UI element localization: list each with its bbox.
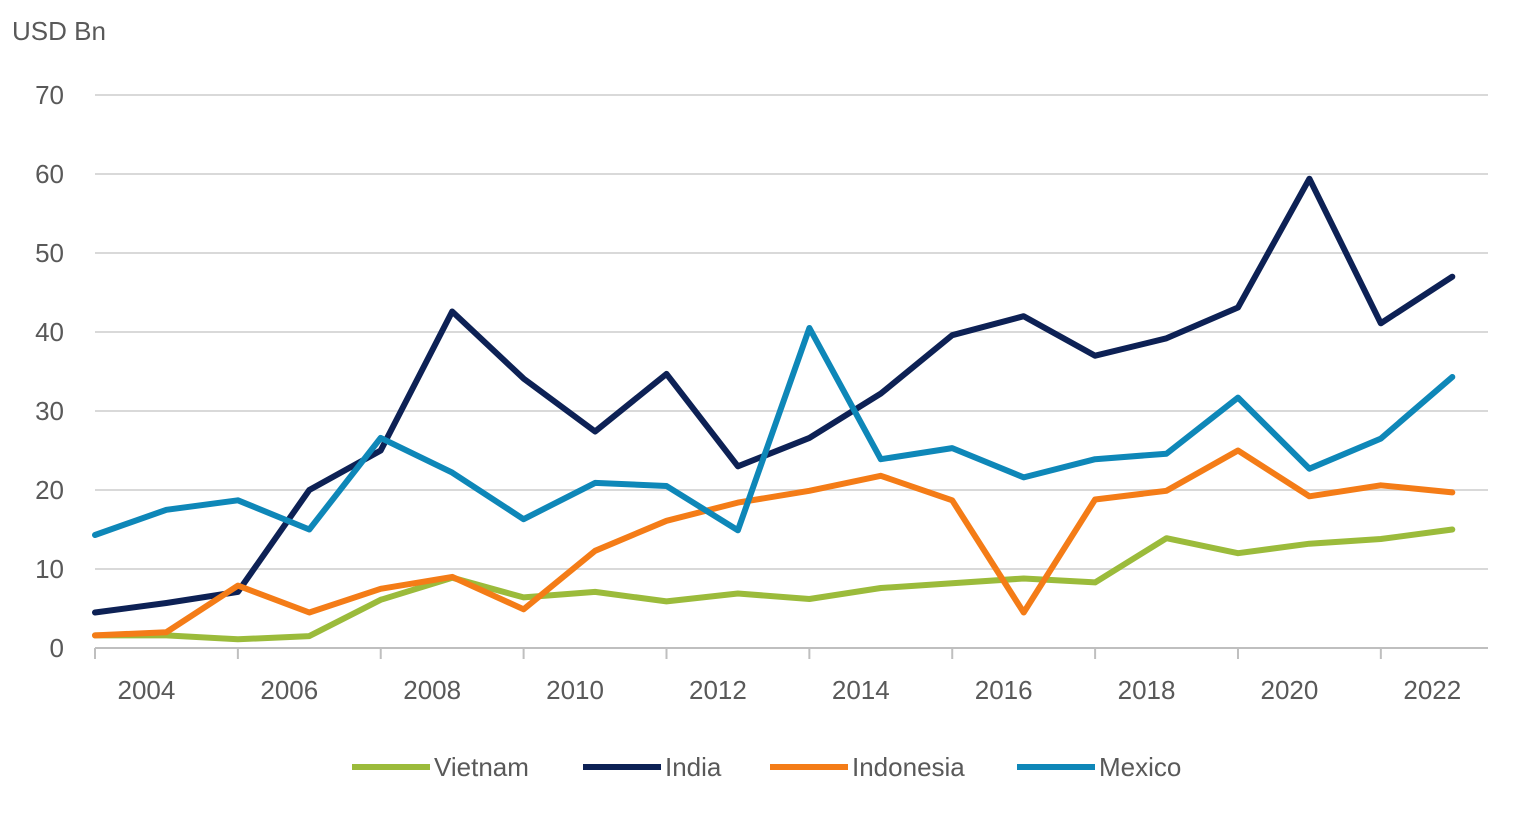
x-tick-label: 2016 — [975, 675, 1033, 705]
x-tick-label: 2010 — [546, 675, 604, 705]
series-line-indonesia — [92, 447, 1456, 639]
y-tick-label: 20 — [35, 475, 64, 505]
y-tick-label: 30 — [35, 396, 64, 426]
series-lines — [92, 175, 1456, 643]
series-line-vietnam — [92, 526, 1456, 643]
y-tick-label: 50 — [35, 238, 64, 268]
y-axis-unit-label: USD Bn — [12, 16, 106, 46]
x-tick-label: 2008 — [403, 675, 461, 705]
x-tick-label: 2020 — [1260, 675, 1318, 705]
y-tick-label: 0 — [50, 633, 64, 663]
x-tick-label: 2004 — [118, 675, 176, 705]
legend-label-vietnam: Vietnam — [434, 752, 529, 782]
y-axis-ticks: 0 10 20 30 40 50 60 70 — [35, 80, 64, 663]
legend-label-indonesia: Indonesia — [852, 752, 965, 782]
legend: Vietnam India Indonesia Mexico — [352, 752, 1181, 782]
x-tick-label: 2022 — [1403, 675, 1461, 705]
legend-label-mexico: Mexico — [1099, 752, 1181, 782]
x-tick-label: 2014 — [832, 675, 890, 705]
x-tick-label: 2018 — [1118, 675, 1176, 705]
legend-label-india: India — [665, 752, 722, 782]
y-tick-label: 70 — [35, 80, 64, 110]
y-tick-label: 10 — [35, 554, 64, 584]
gridlines — [95, 94, 1488, 570]
x-axis: 2004 2006 2008 2010 2012 2014 2016 2018 2020 2022 — [94, 647, 1488, 705]
x-tick-label: 2006 — [260, 675, 318, 705]
series-line-mexico — [92, 325, 1456, 538]
y-tick-label: 60 — [35, 159, 64, 189]
series-line-india — [92, 175, 1456, 616]
y-tick-label: 40 — [35, 317, 64, 347]
x-tick-label: 2012 — [689, 675, 747, 705]
